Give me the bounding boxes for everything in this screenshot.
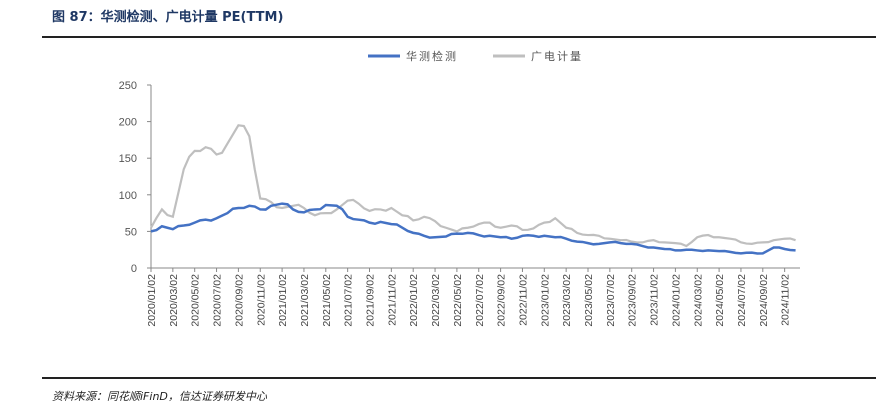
x-tick-label: 2022/09/02 [496,274,508,327]
y-tick-label: 0 [131,263,137,275]
x-tick-label: 2022/07/02 [474,274,486,327]
x-tick-label: 2022/03/02 [430,274,442,327]
x-tick-label: 2020/11/02 [255,274,267,326]
x-tick-label: 2021/07/02 [343,274,355,327]
x-tick-label: 2024/09/02 [758,274,770,327]
top-rule [42,36,876,38]
x-tick-label: 2021/03/02 [299,274,311,327]
legend-label: 华测检测 [406,49,458,63]
x-tick-label: 2022/01/02 [408,274,420,327]
x-tick-label: 2021/05/02 [321,274,333,327]
x-tick-label: 2024/07/02 [736,274,748,327]
x-tick-label: 2020/03/02 [168,274,180,327]
x-tick-label: 2020/09/02 [233,274,245,327]
x-tick-label: 2023/05/02 [583,274,595,327]
x-tick-label: 2021/09/02 [365,274,377,327]
y-tick-label: 150 [119,153,137,165]
x-tick-label: 2021/11/02 [386,274,398,326]
x-tick-label: 2023/07/02 [605,274,617,327]
chart-title: 图 87：华测检测、广电计量 PE(TTM) [52,10,284,25]
legend-label: 广电计量 [531,50,583,63]
x-tick-label: 2024/05/02 [714,274,726,327]
x-tick-label: 2024/03/02 [692,274,704,327]
x-tick-label: 2023/11/02 [649,274,661,326]
x-tick-label: 2023/09/02 [627,274,639,327]
x-tick-label: 2024/11/02 [780,274,792,326]
x-tick-label: 2022/11/02 [517,274,529,326]
series-line-guangdian [150,124,796,248]
bottom-rule [42,377,876,379]
x-tick-label: 2024/01/02 [670,274,682,327]
y-tick-label: 50 [125,226,137,238]
y-tick-label: 100 [119,190,137,202]
x-tick-label: 2020/01/02 [146,274,158,327]
y-tick-label: 250 [119,80,137,92]
x-tick-label: 2023/01/02 [539,274,551,327]
x-tick-label: 2023/03/02 [561,274,573,327]
y-tick-label: 200 [119,117,137,129]
x-tick-label: 2020/07/02 [212,274,224,327]
x-tick-label: 2022/05/02 [452,274,464,327]
x-tick-label: 2021/01/02 [277,274,289,327]
x-tick-label: 2020/05/02 [190,274,202,327]
series-line-huace [150,202,796,255]
source-note: 资料来源：同花顺iFinD，信达证券研发中心 [52,390,267,403]
